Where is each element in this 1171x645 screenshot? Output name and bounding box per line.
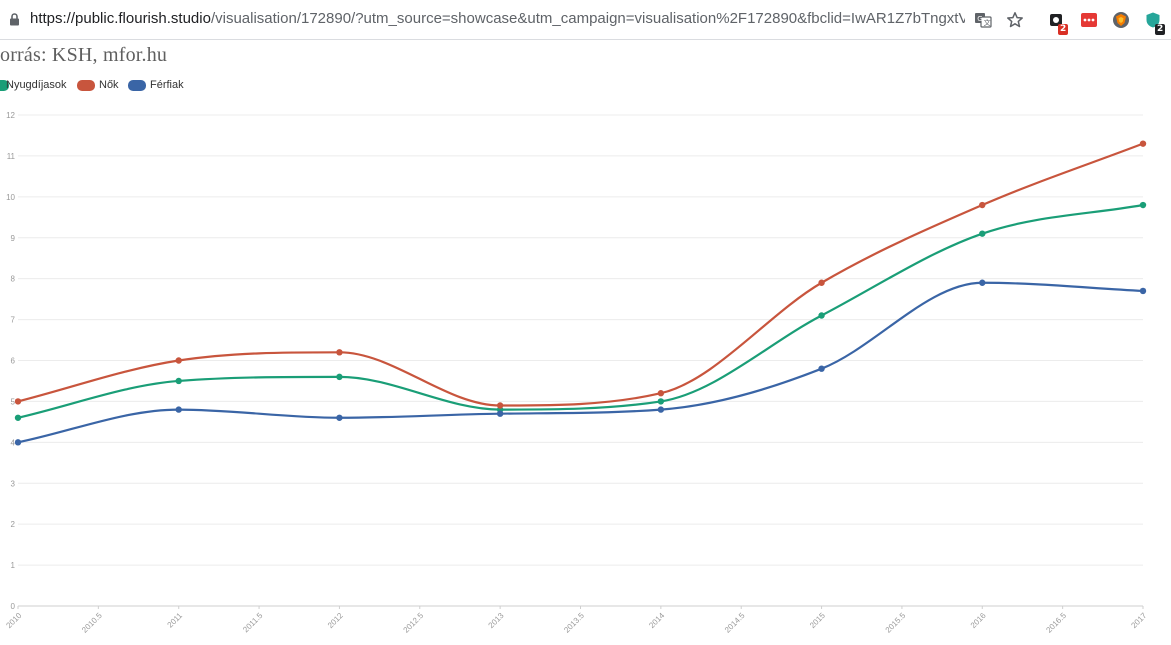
y-tick-label: 10 bbox=[6, 193, 15, 202]
extension-dots-icon[interactable] bbox=[1080, 11, 1098, 29]
svg-text:文: 文 bbox=[984, 18, 991, 27]
x-tick-label: 2013 bbox=[487, 611, 506, 630]
data-point bbox=[14, 414, 22, 421]
series-line-0 bbox=[17, 203, 1144, 419]
y-tick-label: 0 bbox=[11, 602, 16, 611]
x-tick-label: 2016 bbox=[969, 611, 988, 630]
extension-puzzle-icon[interactable] bbox=[1048, 11, 1066, 29]
x-tick-label: 2013.5 bbox=[562, 611, 586, 635]
data-point bbox=[979, 230, 986, 237]
data-point bbox=[175, 406, 182, 413]
data-point bbox=[818, 312, 825, 319]
data-point bbox=[818, 365, 825, 372]
extension-vpn-icon[interactable] bbox=[1144, 11, 1162, 29]
data-point bbox=[979, 201, 986, 209]
legend-swatch bbox=[128, 80, 146, 91]
url-host: https://public.flourish.studio bbox=[30, 10, 211, 27]
y-tick-label: 5 bbox=[11, 397, 16, 406]
url-path: /visualisation/172890/?utm_source=showca… bbox=[210, 10, 965, 27]
x-tick-label: 2011 bbox=[166, 611, 185, 630]
extension-badge: 2 bbox=[1058, 24, 1069, 35]
lock-icon bbox=[10, 13, 19, 26]
data-point bbox=[657, 390, 665, 397]
data-point bbox=[336, 373, 343, 381]
y-tick-label: 7 bbox=[11, 316, 16, 325]
x-tick-label: 2010 bbox=[4, 611, 23, 630]
y-tick-label: 4 bbox=[11, 438, 16, 447]
y-tick-label: 9 bbox=[11, 234, 16, 243]
data-point bbox=[175, 357, 182, 364]
data-point bbox=[175, 377, 182, 385]
y-tick-label: 3 bbox=[11, 479, 16, 488]
extension-shield-icon[interactable] bbox=[1112, 11, 1130, 29]
browser-address-bar: https://public.flourish.studio/visualisa… bbox=[0, 0, 1171, 40]
legend-swatch bbox=[77, 80, 95, 91]
data-point bbox=[14, 439, 22, 446]
legend-label: Férfiak bbox=[150, 79, 184, 91]
x-tick-label: 2012.5 bbox=[402, 611, 426, 635]
x-tick-label: 2014.5 bbox=[723, 611, 747, 635]
data-point bbox=[336, 349, 343, 356]
x-tick-label: 2015 bbox=[808, 611, 827, 630]
data-point bbox=[818, 279, 825, 286]
y-tick-label: 12 bbox=[6, 111, 15, 120]
legend-label: Nők bbox=[99, 79, 119, 91]
x-tick-label: 2011.5 bbox=[241, 611, 265, 635]
series-line-2 bbox=[17, 281, 1144, 444]
y-tick-label: 6 bbox=[11, 357, 16, 366]
series-line-1 bbox=[17, 142, 1144, 407]
extension-badge: 2 bbox=[1155, 24, 1166, 35]
y-tick-label: 8 bbox=[11, 275, 16, 284]
svg-text:G: G bbox=[977, 15, 982, 23]
data-point bbox=[1139, 201, 1147, 209]
data-point bbox=[336, 414, 343, 421]
data-point bbox=[14, 398, 22, 405]
data-point bbox=[1139, 140, 1147, 147]
star-bookmark-icon[interactable] bbox=[1006, 11, 1024, 29]
legend-label: Nyugdíjasok bbox=[6, 79, 67, 91]
y-tick-label: 2 bbox=[11, 520, 16, 529]
y-tick-label: 11 bbox=[7, 152, 16, 161]
x-tick-label: 2017 bbox=[1129, 611, 1148, 630]
x-tick-label: 2014 bbox=[647, 611, 666, 630]
translate-icon[interactable]: G 文 bbox=[974, 11, 992, 29]
x-tick-label: 2010.5 bbox=[80, 611, 104, 635]
x-tick-label: 2012 bbox=[326, 611, 345, 630]
x-tick-label: 2015.5 bbox=[884, 611, 908, 635]
data-point bbox=[496, 402, 504, 409]
data-point bbox=[496, 410, 504, 417]
x-tick-label: 2016.5 bbox=[1044, 611, 1068, 635]
y-tick-label: 1 bbox=[11, 561, 16, 570]
data-point bbox=[1139, 287, 1147, 295]
chart-subtitle: orrás: KSH, mfor.hu bbox=[0, 44, 168, 66]
data-point bbox=[979, 279, 986, 286]
url-field[interactable]: https://public.flourish.studio/visualisa… bbox=[30, 10, 965, 27]
data-point bbox=[657, 406, 665, 413]
legend-swatch bbox=[0, 80, 9, 91]
data-point bbox=[657, 398, 665, 405]
